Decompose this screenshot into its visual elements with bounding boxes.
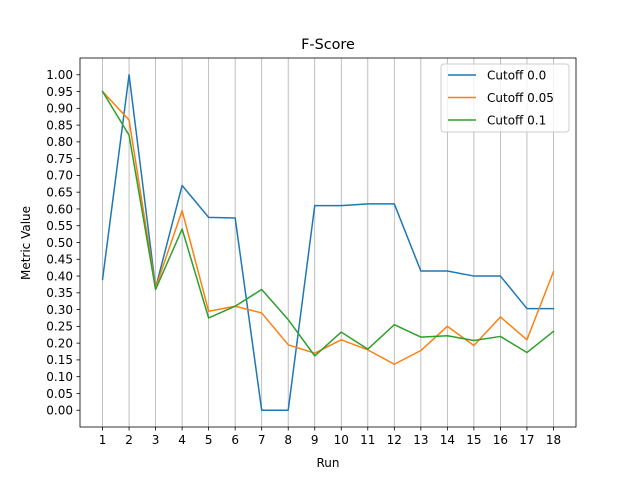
y-tick-label: 0.75 xyxy=(46,152,73,166)
x-axis-title: Run xyxy=(316,456,339,470)
x-axis-ticks: 1 2 3 4 5 6 7 8 9 10 11 12 13 14 15 16 17 18 xyxy=(99,427,561,447)
grid-lines xyxy=(102,58,554,427)
y-tick-label: 0.45 xyxy=(46,253,73,267)
y-tick-label: 0.55 xyxy=(46,219,73,233)
x-tick-label: 15 xyxy=(466,433,481,447)
x-tick-label: 17 xyxy=(519,433,534,447)
y-tick-label: 0.20 xyxy=(46,336,73,350)
legend-label: Cutoff 0.1 xyxy=(487,113,546,127)
series-line-1 xyxy=(101,74,555,411)
x-tick-label: 10 xyxy=(334,433,349,447)
x-tick-label: 3 xyxy=(152,433,160,447)
series-lines xyxy=(101,74,555,411)
x-tick-label: 6 xyxy=(231,433,239,447)
y-tick-label: 0.50 xyxy=(46,236,73,250)
x-tick-label: 2 xyxy=(125,433,133,447)
y-tick-label: 0.90 xyxy=(46,102,73,116)
x-tick-label: 5 xyxy=(205,433,213,447)
y-tick-label: 0.00 xyxy=(46,404,73,418)
x-tick-label: 11 xyxy=(360,433,375,447)
legend-box xyxy=(440,63,570,133)
x-tick-label: 7 xyxy=(258,433,266,447)
x-tick-label: 4 xyxy=(178,433,186,447)
series-line-3 xyxy=(101,90,555,357)
y-tick-label: 0.60 xyxy=(46,202,73,216)
y-tick-label: 0.25 xyxy=(46,320,73,334)
x-tick-label: 9 xyxy=(311,433,319,447)
y-tick-label: 0.10 xyxy=(46,370,73,384)
y-tick-label: 0.15 xyxy=(46,353,73,367)
y-tick-label: 0.35 xyxy=(46,286,73,300)
y-tick-label: 0.80 xyxy=(46,135,73,149)
y-tick-label: 0.65 xyxy=(46,185,73,199)
y-axis-title: Metric Value xyxy=(19,206,33,280)
y-tick-label: 0.40 xyxy=(46,269,73,283)
y-tick-label: 1.00 xyxy=(46,68,73,82)
x-tick-label: 14 xyxy=(440,433,455,447)
legend: Cutoff 0.0 Cutoff 0.05 Cutoff 0.1 xyxy=(440,63,570,133)
series-line-2 xyxy=(101,90,555,366)
y-tick-label: 0.05 xyxy=(46,387,73,401)
x-tick-label: 1 xyxy=(99,433,107,447)
x-tick-label: 8 xyxy=(284,433,292,447)
y-tick-label: 0.85 xyxy=(46,118,73,132)
x-tick-label: 16 xyxy=(493,433,508,447)
legend-label: Cutoff 0.05 xyxy=(487,91,554,105)
legend-label: Cutoff 0.0 xyxy=(487,68,546,82)
x-tick-label: 13 xyxy=(413,433,428,447)
x-tick-label: 12 xyxy=(387,433,402,447)
x-tick-label: 18 xyxy=(546,433,561,447)
y-axis-ticks: 0.00 0.05 0.10 0.15 0.20 0.25 0.30 0.35 0.40 0.45… xyxy=(46,68,80,418)
chart-title: F-Score xyxy=(301,37,355,53)
y-tick-label: 0.30 xyxy=(46,303,73,317)
y-tick-label: 0.70 xyxy=(46,169,73,183)
y-tick-label: 0.95 xyxy=(46,85,73,99)
